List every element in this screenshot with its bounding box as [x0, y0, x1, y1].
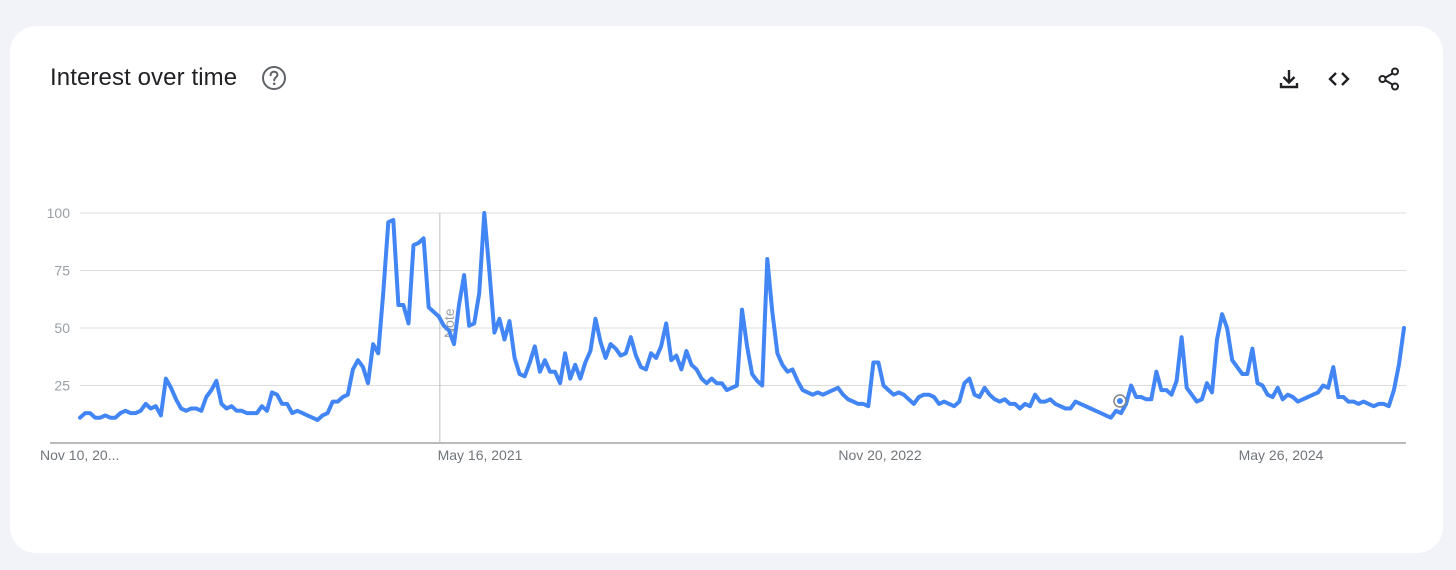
note-label: Note: [441, 308, 457, 338]
y-tick-label: 75: [54, 263, 70, 279]
card-title: Interest over time: [50, 64, 238, 91]
y-tick-label: 50: [54, 320, 70, 336]
y-tick-label: 100: [47, 205, 71, 221]
share-icon[interactable]: [1376, 66, 1402, 92]
interest-over-time-card: Interest over time 25 50 75 100 Nov 10, 20: [10, 26, 1443, 553]
x-tick-label: May 16, 2021: [438, 447, 523, 463]
x-tick-label: May 26, 2024: [1239, 447, 1324, 463]
x-tick-label: Nov 10, 20...: [40, 447, 119, 463]
series-line: [78, 211, 1406, 422]
event-marker-dot: [1116, 398, 1123, 404]
embed-code-icon[interactable]: [1326, 66, 1352, 92]
download-icon[interactable]: [1276, 66, 1302, 92]
interest-line-chart: 25 50 75 100 Nov 10, 20... May 16, 2021 Nov 20…: [40, 205, 1406, 463]
x-tick-label: Nov 20, 2022: [838, 447, 921, 463]
help-circle-icon[interactable]: [260, 64, 288, 92]
y-tick-label: 25: [54, 378, 70, 394]
